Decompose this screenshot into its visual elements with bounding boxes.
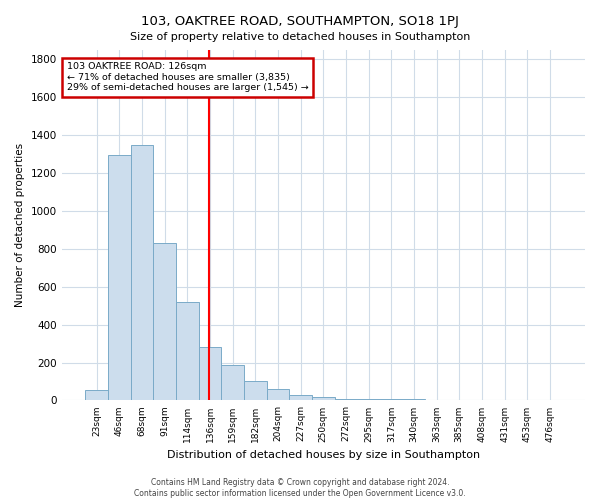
X-axis label: Distribution of detached houses by size in Southampton: Distribution of detached houses by size … <box>167 450 480 460</box>
Bar <box>154 243 176 400</box>
Bar <box>244 380 266 400</box>
Bar <box>358 398 380 400</box>
Y-axis label: Number of detached properties: Number of detached properties <box>15 143 25 308</box>
Text: 103 OAKTREE ROAD: 126sqm
← 71% of detached houses are smaller (3,835)
29% of sem: 103 OAKTREE ROAD: 126sqm ← 71% of detach… <box>67 62 308 92</box>
Text: Contains HM Land Registry data © Crown copyright and database right 2024.
Contai: Contains HM Land Registry data © Crown c… <box>134 478 466 498</box>
Bar <box>131 144 154 400</box>
Bar <box>199 348 221 401</box>
Text: 103, OAKTREE ROAD, SOUTHAMPTON, SO18 1PJ: 103, OAKTREE ROAD, SOUTHAMPTON, SO18 1PJ <box>141 15 459 28</box>
Text: Size of property relative to detached houses in Southampton: Size of property relative to detached ho… <box>130 32 470 42</box>
Bar <box>85 390 108 400</box>
Bar <box>289 394 312 400</box>
Bar <box>266 389 289 400</box>
Bar <box>312 396 335 400</box>
Bar <box>221 366 244 400</box>
Bar <box>335 398 358 400</box>
Bar <box>108 155 131 400</box>
Bar <box>176 302 199 400</box>
